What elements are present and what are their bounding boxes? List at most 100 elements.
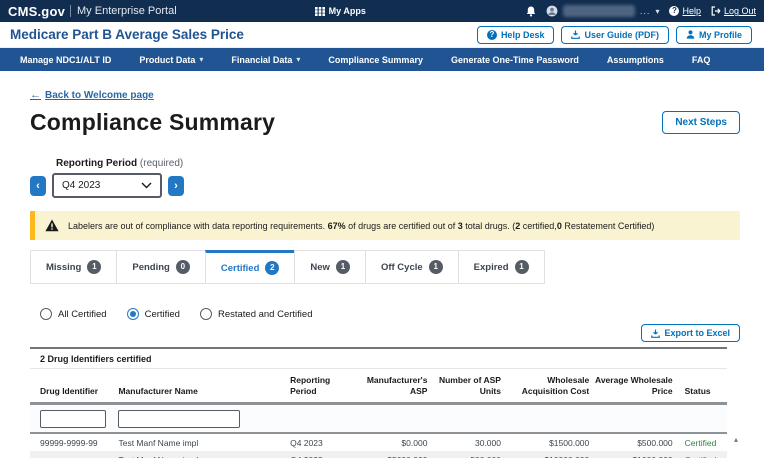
top-bar: CMS.gov My Enterprise Portal My Apps ...… xyxy=(0,0,764,22)
app-title: Medicare Part B Average Sales Price xyxy=(10,27,244,42)
chevron-down-icon xyxy=(141,182,152,189)
table-row[interactable]: xyz Test Manf Name impl Q4 2023 $5000.00… xyxy=(30,451,727,458)
reporting-period-section: Reporting Period (required) ‹ Q4 2023 › xyxy=(30,158,740,198)
previous-period-button[interactable]: ‹ xyxy=(30,175,46,196)
app-header: Medicare Part B Average Sales Price ? He… xyxy=(0,22,764,48)
export-to-excel-button[interactable]: Export to Excel xyxy=(641,324,740,342)
table-caption: 2 Drug Identifiers certified xyxy=(30,347,727,368)
download-icon xyxy=(651,329,661,338)
cell-status: Certified xyxy=(684,437,717,448)
user-menu[interactable]: ... ▾ xyxy=(546,5,660,17)
person-icon xyxy=(686,30,695,39)
cell-drug-identifier: xyz xyxy=(40,455,118,458)
chevron-down-icon: ▾ xyxy=(199,55,204,64)
my-profile-label: My Profile xyxy=(698,29,742,40)
notifications-bell-icon[interactable] xyxy=(526,6,536,17)
my-apps-button[interactable]: My Apps xyxy=(314,6,366,16)
grid-icon xyxy=(314,6,325,16)
table-row[interactable]: 99999-9999-99 Test Manf Name impl Q4 202… xyxy=(30,434,727,452)
download-icon xyxy=(571,30,581,39)
alert-text: Labelers are out of compliance with data… xyxy=(68,220,655,231)
page-content: ← Back to Welcome page Compliance Summar… xyxy=(0,71,764,458)
logout-link[interactable]: Log Out xyxy=(711,6,756,16)
reporting-period-label: Reporting Period (required) xyxy=(56,158,184,169)
certified-drugs-table: 2 Drug Identifiers certified Drug Identi… xyxy=(30,347,740,458)
cell-manufacturer-name: Test Manf Name impl xyxy=(118,437,199,448)
radio-circle-icon xyxy=(126,308,139,320)
question-icon: ? xyxy=(486,29,497,40)
my-profile-button[interactable]: My Profile xyxy=(675,25,752,44)
scrollbar-up-icon[interactable]: ▴ xyxy=(733,435,738,444)
filter-input-manufacturer-name[interactable] xyxy=(118,410,241,429)
radio-circle-icon xyxy=(40,308,52,320)
column-header-number-of-asp-units[interactable]: Number of ASP Units xyxy=(438,375,501,397)
tab-count-badge: 1 xyxy=(87,260,102,274)
status-tabs: Missing 1 Pending 0 Certified 2 New 1 Off Cy… xyxy=(30,250,740,284)
tab-expired[interactable]: Expired 1 xyxy=(457,250,545,284)
logout-label: Log Out xyxy=(723,6,756,16)
portal-name: My Enterprise Portal xyxy=(70,5,177,17)
tab-count-badge: 2 xyxy=(265,261,280,275)
nav-item-manage-ndc1-alt-id[interactable]: Manage NDC1/ALT ID xyxy=(20,54,112,65)
help-icon: ? xyxy=(669,6,680,16)
tab-certified[interactable]: Certified 2 xyxy=(204,250,296,284)
radio-circle-icon xyxy=(199,308,212,320)
user-name-ellipsis: ... xyxy=(639,6,651,16)
user-guide-label: User Guide (PDF) xyxy=(584,29,659,40)
cell-manufacturers-asp: $5000.000 xyxy=(354,455,427,458)
export-to-excel-label: Export to Excel xyxy=(664,328,730,338)
user-avatar-icon xyxy=(546,5,558,17)
nav-item-financial-data[interactable]: Financial Data ▾ xyxy=(231,54,301,65)
chevron-down-icon: ▾ xyxy=(296,55,301,64)
column-header-average-wholesale-price[interactable]: Average Wholesale Price xyxy=(595,375,673,397)
cms-logo[interactable]: CMS.gov xyxy=(8,3,66,19)
nav-item-product-data[interactable]: Product Data ▾ xyxy=(139,54,204,65)
column-header-manufacturers-asp[interactable]: Manufacturer's ASP xyxy=(366,375,428,397)
cell-reporting-period: Q4 2023 xyxy=(290,455,354,458)
radio-all-certified[interactable]: All Certified xyxy=(40,308,107,320)
cell-drug-identifier: 99999-9999-99 xyxy=(40,437,98,448)
column-header-reporting-period[interactable]: Reporting Period xyxy=(290,375,331,397)
user-guide-button[interactable]: User Guide (PDF) xyxy=(561,25,669,44)
nav-item-assumptions[interactable]: Assumptions xyxy=(606,54,664,65)
tab-off-cycle[interactable]: Off Cycle 1 xyxy=(364,250,459,284)
cell-reporting-period: Q4 2023 xyxy=(290,437,323,448)
tab-new[interactable]: New 1 xyxy=(294,250,366,284)
warning-icon xyxy=(45,219,59,232)
help-link[interactable]: ? Help xyxy=(669,6,701,16)
column-header-wholesale-acquisition-cost[interactable]: Wholesale Acquisition Cost xyxy=(521,375,590,397)
nav-item-faq[interactable]: FAQ xyxy=(691,54,711,65)
next-period-button[interactable]: › xyxy=(168,175,184,196)
column-header-drug-identifier[interactable]: Drug Identifier xyxy=(40,386,99,397)
help-desk-label: Help Desk xyxy=(500,29,545,40)
help-desk-button[interactable]: ? Help Desk xyxy=(476,25,555,44)
cell-manufacturers-asp: $0.000 xyxy=(401,437,428,448)
back-link[interactable]: ← Back to Welcome page xyxy=(30,89,154,101)
cell-wholesale-acquisition-cost: $1500.000 xyxy=(549,437,590,448)
tab-missing[interactable]: Missing 1 xyxy=(30,250,118,284)
tab-count-badge: 1 xyxy=(335,260,350,274)
cell-average-wholesale-price: $500.000 xyxy=(637,437,673,448)
radio-certified[interactable]: Certified xyxy=(126,308,180,320)
nav-item-generate-otp[interactable]: Generate One-Time Password xyxy=(450,54,579,65)
next-steps-button[interactable]: Next Steps xyxy=(662,111,740,134)
tab-pending[interactable]: Pending 0 xyxy=(116,250,206,284)
radio-restated-and-certified[interactable]: Restated and Certified xyxy=(199,308,312,320)
certified-filter-radios: All Certified Certified Restated and Cer… xyxy=(40,308,740,320)
table-filter-row xyxy=(30,405,727,435)
logout-icon xyxy=(711,6,721,16)
user-menu-caret-icon: ▾ xyxy=(655,6,660,16)
table-header-row: Drug Identifier Manufacturer Name Report… xyxy=(30,368,727,406)
tab-count-badge: 0 xyxy=(175,260,190,274)
filter-input-drug-identifier[interactable] xyxy=(40,410,106,429)
column-header-status[interactable]: Status xyxy=(684,386,711,397)
reporting-period-select[interactable]: Q4 2023 xyxy=(52,173,162,198)
page-title: Compliance Summary xyxy=(30,109,276,135)
back-arrow-icon: ← xyxy=(30,89,41,101)
reporting-period-value: Q4 2023 xyxy=(62,180,101,191)
column-header-manufacturer-name[interactable]: Manufacturer Name xyxy=(118,386,198,397)
my-apps-label: My Apps xyxy=(328,6,366,16)
main-nav: Manage NDC1/ALT ID Product Data ▾ Financi… xyxy=(0,48,764,71)
user-name-redacted xyxy=(562,5,635,17)
nav-item-compliance-summary[interactable]: Compliance Summary xyxy=(328,54,423,65)
